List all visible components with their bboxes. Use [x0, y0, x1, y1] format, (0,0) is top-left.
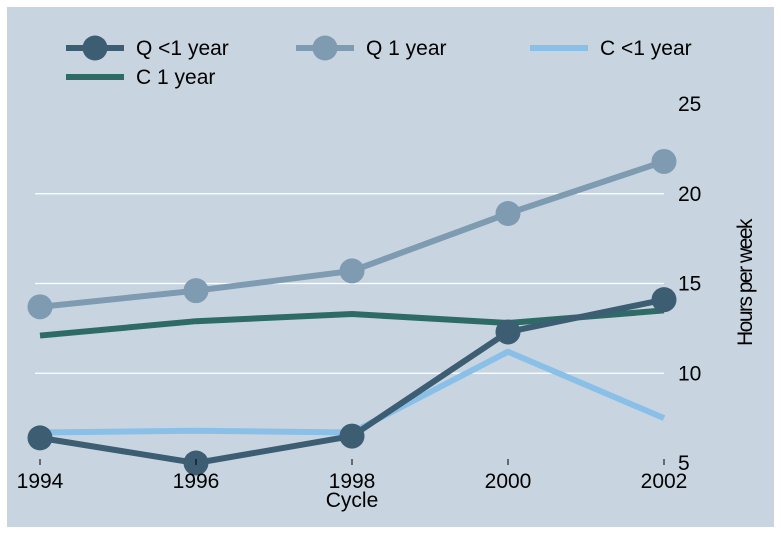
data-point-q-1-year: [27, 294, 53, 320]
tick-labels: 5 10 15 20 25 1994 1996 1998 2000 2002: [17, 93, 702, 493]
y-tick-label: 20: [678, 183, 701, 206]
legend-marker-q-1-year: [312, 35, 338, 61]
data-point-q-1-year: [495, 319, 521, 345]
legend-label-q-1-year: Q <1 year: [136, 37, 229, 60]
y-tick-label: 5: [678, 452, 690, 475]
series-layer: [27, 148, 677, 476]
x-tick-label: 2002: [641, 470, 688, 493]
data-point-q-1-year: [651, 287, 677, 313]
y-axis-title: Hours per week: [734, 218, 757, 346]
legend: Q <1 year Q 1 year C <1 year C 1 year: [66, 35, 692, 89]
x-tick-label: 1996: [173, 470, 220, 493]
x-tick-label: 2000: [485, 470, 532, 493]
y-tick-label: 25: [678, 93, 701, 116]
y-tick-label: 15: [678, 273, 701, 296]
x-tick-label: 1998: [329, 470, 376, 493]
data-point-q-1-year: [651, 148, 677, 174]
data-point-q-1-year: [27, 425, 53, 451]
legend-marker-q-1-year: [82, 35, 108, 61]
legend-label-c-1-year: C <1 year: [600, 37, 692, 60]
x-tick-label: 1994: [17, 470, 64, 493]
chart-background: [7, 7, 774, 527]
data-point-q-1-year: [183, 278, 209, 304]
data-point-q-1-year: [339, 423, 365, 449]
y-tick-label: 10: [678, 362, 701, 385]
data-point-q-1-year: [495, 200, 521, 226]
x-axis-title: Cycle: [326, 489, 379, 512]
data-point-q-1-year: [339, 258, 365, 284]
legend-label-c-1-year: C 1 year: [136, 66, 215, 89]
legend-label-q-1-year: Q 1 year: [366, 37, 447, 60]
